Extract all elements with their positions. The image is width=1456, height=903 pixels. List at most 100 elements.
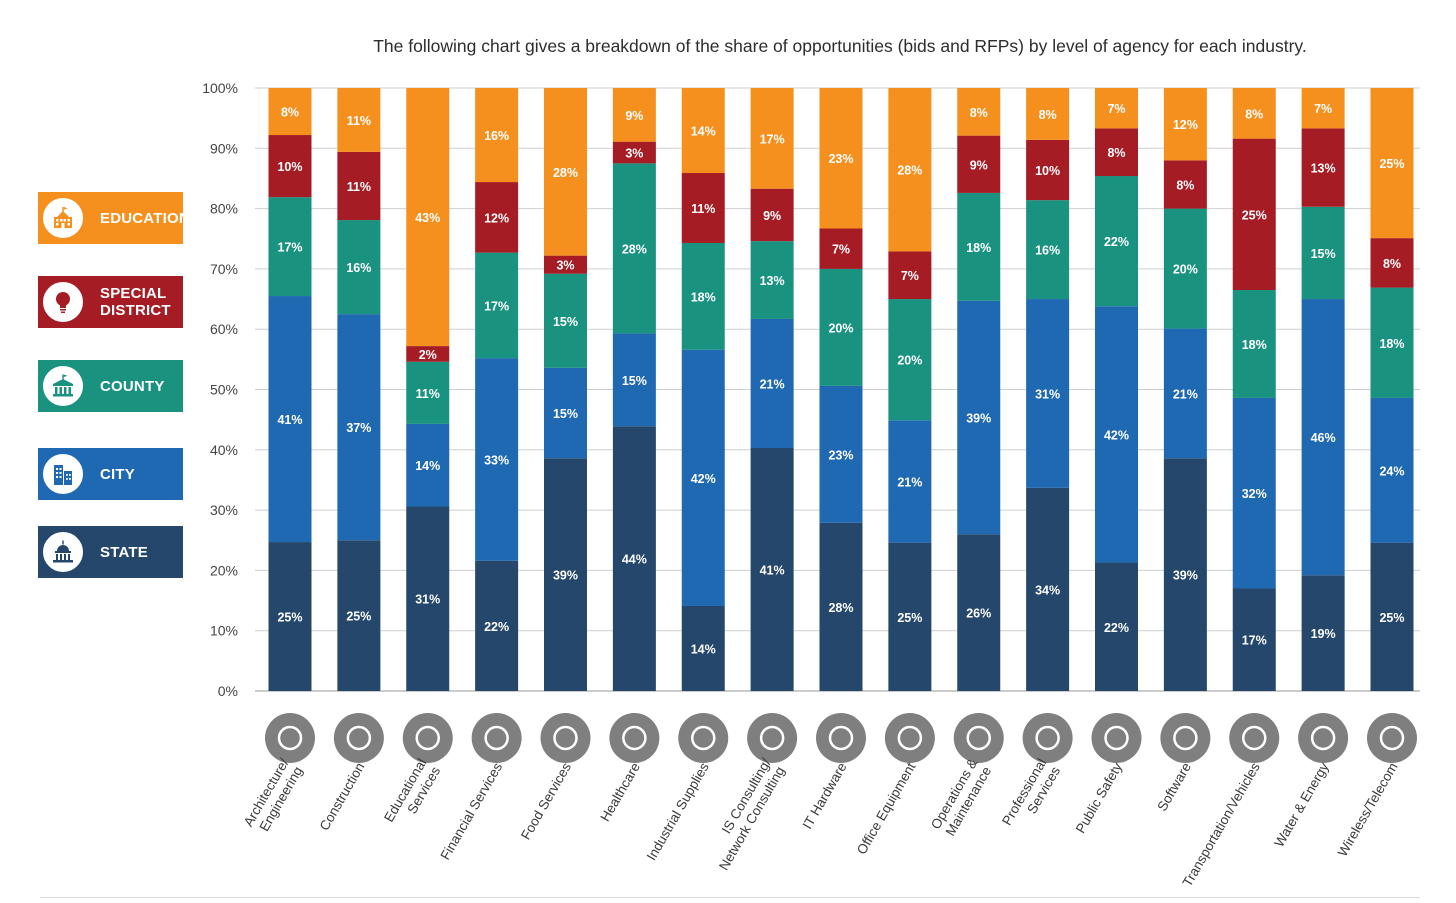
bar-segment <box>406 88 450 347</box>
data-label: 20% <box>1173 263 1198 277</box>
x-tick-label: Architecture/Engineering <box>241 756 306 837</box>
bar-segment <box>406 346 450 362</box>
icon-glyph <box>484 725 509 751</box>
bar-segment <box>337 314 381 541</box>
divider <box>40 897 1420 898</box>
bar-segment <box>544 458 587 691</box>
bar-segment <box>681 173 725 243</box>
icon-glyph <box>691 725 716 751</box>
x-tick-label: Construction <box>317 760 368 833</box>
bar-segment <box>750 241 794 319</box>
bar-segment <box>268 296 312 543</box>
bar-segment <box>475 88 519 183</box>
icon-glyph <box>1035 725 1060 751</box>
bar-segment <box>819 88 863 229</box>
x-tick-label: IS Consulting/Network Consulting <box>702 756 788 873</box>
bus-icon <box>1229 713 1280 763</box>
bar-segment <box>1095 176 1138 307</box>
bar-segment <box>957 192 1001 301</box>
data-label: 12% <box>484 211 509 225</box>
data-label: 46% <box>1311 431 1336 445</box>
data-label: 12% <box>1173 118 1198 132</box>
bar-segment <box>406 423 450 507</box>
data-label: 8% <box>970 106 988 120</box>
data-label: 43% <box>415 211 440 225</box>
school-building-icon <box>40 195 86 241</box>
y-tick-label: 50% <box>210 382 238 398</box>
wifi-icon <box>1367 713 1417 763</box>
data-label: 16% <box>1035 244 1060 258</box>
data-label: 33% <box>484 453 509 467</box>
data-label: 21% <box>897 475 922 489</box>
data-label: 8% <box>281 106 299 120</box>
data-label: 25% <box>1379 157 1404 171</box>
bar-segment <box>1095 562 1138 691</box>
x-tick-label-line: Financial Services <box>437 760 505 863</box>
legend-label-state: STATE <box>100 544 148 561</box>
coins-icon <box>471 713 522 763</box>
x-tick-label: Industrial Supplies <box>644 760 712 863</box>
bar-segment <box>1232 138 1276 291</box>
bar-segment <box>1370 238 1414 288</box>
data-label: 3% <box>625 147 643 161</box>
x-tick-label-line: Transportation/Vehicles <box>1180 760 1263 889</box>
county-building-icon <box>40 363 86 409</box>
bar-segment <box>475 560 519 691</box>
y-tick-label: 30% <box>210 502 238 518</box>
data-label: 37% <box>346 421 371 435</box>
caduceus-icon <box>609 713 660 763</box>
bar-segment <box>819 268 863 386</box>
icon-glyph <box>1242 725 1267 751</box>
icon-glyph <box>622 725 647 751</box>
data-label: 41% <box>760 563 785 577</box>
data-label: 25% <box>1242 208 1267 222</box>
data-label: 10% <box>1035 164 1060 178</box>
data-label: 25% <box>346 610 371 624</box>
icon-glyph <box>1173 725 1198 751</box>
data-label: 39% <box>966 412 991 426</box>
data-label: 8% <box>1245 107 1263 121</box>
icon-glyph <box>277 725 303 751</box>
x-tick-label-line: Food Services <box>518 760 574 842</box>
bar-segment <box>957 534 1001 691</box>
data-label: 8% <box>1383 257 1401 271</box>
bar-segment <box>475 182 519 253</box>
bar-segment <box>750 188 794 242</box>
bar-segment <box>337 88 381 152</box>
data-label: 16% <box>346 261 371 275</box>
data-label: 15% <box>553 407 578 421</box>
x-tick-label: ProfessionalServices <box>999 756 1063 836</box>
data-label: 14% <box>691 125 716 139</box>
data-label: 28% <box>622 242 647 256</box>
chart-title: The following chart gives a breakdown of… <box>373 36 1307 56</box>
x-tick-label: Financial Services <box>437 760 505 863</box>
bar-segment <box>1232 588 1276 691</box>
paperclip-icon <box>884 713 935 763</box>
icon-glyph <box>897 725 923 751</box>
bar-segment <box>957 300 1001 535</box>
lightbulb-icon <box>40 279 86 325</box>
microchip-icon <box>816 713 866 763</box>
data-label: 16% <box>484 129 509 143</box>
data-label: 8% <box>1176 178 1194 192</box>
icon-glyph <box>1310 725 1336 751</box>
bar-segment <box>544 88 587 256</box>
bar-segment <box>957 88 1001 136</box>
x-tick-label: Public Safety <box>1073 760 1126 836</box>
legend-item-state: STATE <box>38 526 183 578</box>
data-label: 17% <box>484 299 509 313</box>
x-tick-label: Water & Energy <box>1271 760 1332 850</box>
bar-segment <box>1370 397 1414 543</box>
bar-segment <box>888 88 932 252</box>
data-label: 41% <box>277 413 302 427</box>
data-label: 31% <box>1035 387 1060 401</box>
data-label: 11% <box>347 114 371 128</box>
bar-segment <box>1026 88 1070 140</box>
bar-segment <box>268 88 312 136</box>
data-label: 18% <box>1242 338 1267 352</box>
x-tick-label: Wireless/Telecom <box>1335 760 1401 859</box>
legend-item-education: EDUCATION <box>38 192 190 244</box>
bar-segment <box>1301 128 1345 207</box>
bar-segment <box>612 426 656 691</box>
bar-segment <box>681 242 725 350</box>
